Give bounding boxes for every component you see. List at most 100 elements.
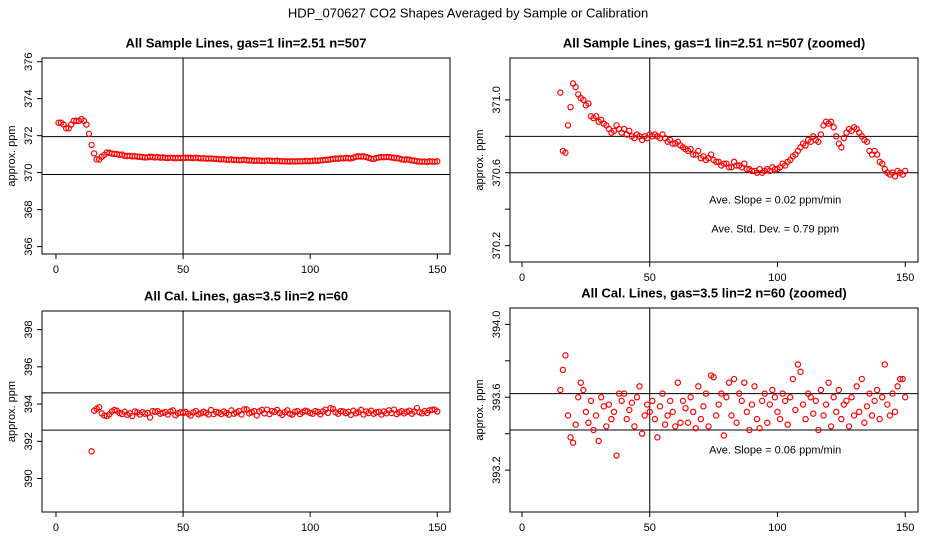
point [610, 408, 618, 416]
point [902, 167, 909, 175]
point [881, 361, 888, 368]
point [674, 379, 682, 386]
point [608, 415, 615, 423]
point [787, 394, 794, 401]
point [598, 394, 605, 401]
y-tick-label: 398 [23, 320, 35, 338]
point [728, 412, 735, 419]
point [769, 386, 776, 394]
point [753, 415, 761, 423]
point [720, 160, 728, 167]
point [838, 415, 845, 423]
point [585, 419, 592, 426]
point [679, 397, 687, 405]
point [88, 448, 95, 455]
x-tick-label: 150 [896, 272, 914, 284]
x-tick-label: 150 [896, 522, 914, 534]
y-tick-label: 390 [23, 469, 35, 487]
point [600, 403, 607, 410]
y-tick-label: 374 [23, 89, 35, 107]
point [815, 138, 822, 145]
point [712, 412, 720, 419]
point [799, 401, 807, 408]
point [843, 397, 850, 405]
x-tick-label: 50 [644, 522, 656, 534]
point [871, 397, 878, 405]
point [623, 415, 630, 423]
point [817, 131, 825, 138]
point [562, 149, 569, 156]
plot-frame [41, 310, 451, 513]
annotation: Ave. Slope = 0.02 ppm/min [709, 195, 841, 207]
point [746, 426, 753, 434]
point [738, 397, 745, 405]
point [812, 397, 820, 405]
point [766, 401, 774, 408]
point [761, 390, 768, 397]
point [557, 386, 564, 394]
point [873, 151, 881, 158]
y-axis-label: approx. ppm [6, 381, 18, 442]
point [580, 96, 587, 104]
point [618, 397, 625, 405]
panel-title: All Sample Lines, gas=1 lin=2.51 n=507 [126, 35, 367, 50]
point [730, 375, 738, 383]
x-tick-label: 150 [428, 522, 446, 534]
point [603, 423, 610, 430]
point [90, 150, 98, 157]
plot-frame [509, 57, 919, 263]
plot-frame [41, 57, 451, 255]
point [756, 425, 763, 432]
point [825, 379, 832, 386]
point [794, 361, 802, 368]
point [868, 412, 876, 419]
point [863, 138, 871, 145]
point [725, 379, 733, 386]
point [838, 144, 845, 151]
point [840, 134, 848, 142]
y-tick-label: 368 [23, 200, 35, 218]
y-tick-label: 370 [23, 163, 35, 181]
point [764, 419, 771, 426]
points [557, 80, 909, 180]
point [702, 390, 710, 397]
point [62, 125, 70, 132]
point [896, 375, 904, 383]
y-tick-label: 370.2 [491, 232, 503, 260]
point [781, 397, 789, 405]
point [567, 103, 574, 111]
point [789, 375, 797, 383]
point [85, 130, 93, 138]
point [689, 408, 697, 416]
point [718, 390, 725, 397]
point [605, 401, 613, 408]
point [889, 390, 896, 397]
point [559, 366, 567, 374]
point [575, 394, 582, 401]
y-tick-label: 396 [23, 358, 35, 376]
point [687, 394, 694, 401]
point [866, 390, 873, 397]
point [830, 394, 837, 401]
point [733, 419, 740, 426]
y-tick-label: 394.0 [491, 311, 503, 339]
point [626, 406, 633, 414]
point [776, 415, 784, 423]
point [876, 415, 883, 423]
point [582, 408, 590, 416]
point [564, 412, 572, 419]
point [651, 415, 659, 423]
point [802, 415, 809, 423]
y-axis-label: approx. ppm [474, 129, 486, 190]
point [884, 401, 891, 408]
point [827, 118, 835, 125]
point [687, 145, 694, 153]
y-tick-label: 370.6 [491, 159, 503, 187]
point [848, 394, 855, 401]
point [792, 406, 799, 414]
point [720, 432, 728, 439]
point [146, 414, 154, 421]
y-tick-label: 393.2 [491, 456, 503, 484]
point [562, 352, 569, 359]
